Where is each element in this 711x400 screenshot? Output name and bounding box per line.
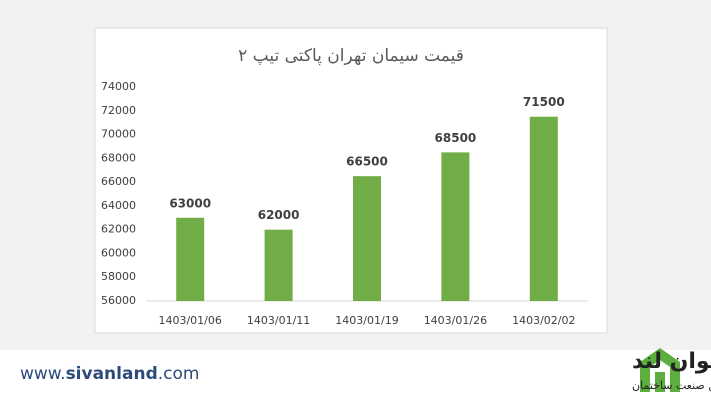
- bar: [353, 176, 381, 301]
- footer-band: [0, 350, 711, 400]
- y-tick-label: 74000: [101, 80, 136, 93]
- data-label: 66500: [346, 155, 388, 169]
- x-tick-label: 1403/01/19: [335, 314, 398, 327]
- bar: [176, 217, 205, 301]
- y-tick-label: 68000: [101, 151, 136, 164]
- logo-name: سیوان لند: [632, 349, 711, 374]
- y-tick-label: 64000: [101, 199, 136, 212]
- data-label: 63000: [169, 196, 211, 210]
- data-label: 68500: [435, 131, 477, 145]
- y-tick-label: 66000: [101, 175, 136, 188]
- bar: [529, 116, 558, 301]
- x-tick-label: 1403/01/11: [247, 314, 310, 327]
- bar: [441, 152, 470, 301]
- chart-title: قیمت سیمان تهران پاکتی تیپ ۲: [238, 46, 464, 66]
- data-label: 62000: [258, 208, 300, 222]
- website-url: www.sivanland.com: [20, 364, 199, 384]
- data-label: 71500: [523, 95, 565, 109]
- logo-icon: [640, 348, 680, 392]
- logo-tagline: بازار آنلاین صنعت ساختمان: [632, 378, 711, 392]
- x-tick-label: 1403/01/06: [158, 314, 221, 327]
- x-tick-label: 1403/02/02: [512, 314, 575, 327]
- logo: سیوان لند بازار آنلاین صنعت ساختمان: [632, 348, 711, 392]
- x-tick-label: 1403/01/26: [424, 314, 487, 327]
- y-tick-label: 58000: [101, 270, 136, 283]
- logo-icon-door: [655, 372, 665, 392]
- y-tick-label: 70000: [101, 128, 136, 141]
- y-tick-label: 62000: [101, 223, 136, 236]
- y-tick-label: 72000: [101, 104, 136, 117]
- bar: [264, 229, 293, 301]
- y-tick-label: 60000: [101, 246, 136, 259]
- y-tick-label: 56000: [101, 294, 136, 307]
